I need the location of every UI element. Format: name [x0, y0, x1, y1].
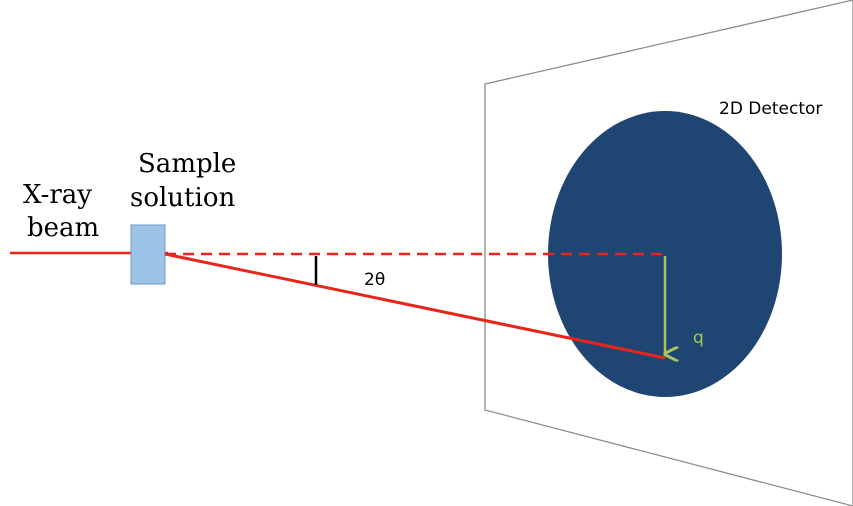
q-label: q [693, 328, 704, 348]
scattered-beam [164, 252, 666, 360]
sample-label-line2: solution [130, 183, 235, 213]
sample-cell [130, 224, 166, 285]
sample-label-line1: Sample [138, 149, 236, 179]
detector-label: 2D Detector [719, 99, 822, 119]
beam-label-line2: beam [27, 213, 99, 243]
angle-label: 2θ [364, 270, 385, 290]
beam-label-line1: X-ray [23, 180, 92, 210]
detector-disk [548, 111, 782, 397]
